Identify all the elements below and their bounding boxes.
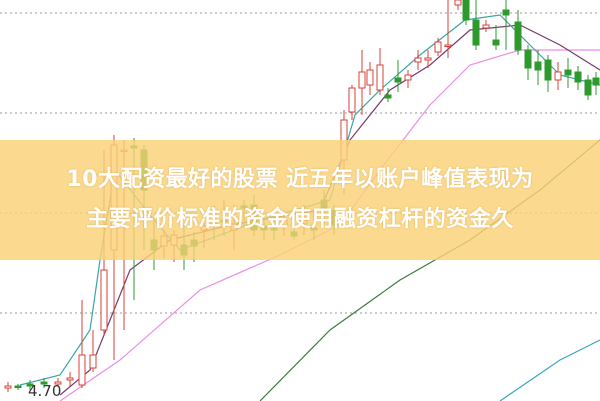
- headline-banner: 10大配资最好的股票 近五年以账户峰值表现为 主要评价标准的资金使用融资杠杆的资…: [0, 140, 600, 260]
- candle-body: [14, 385, 22, 388]
- candle-body: [502, 9, 510, 16]
- ma120-line: [499, 339, 600, 401]
- candle-body: [394, 77, 402, 83]
- candle-body: [584, 79, 592, 96]
- candle-body: [26, 383, 34, 387]
- candle-body: [89, 354, 97, 369]
- candle-body: [78, 354, 86, 386]
- candle-body: [424, 57, 432, 61]
- candle-body: [544, 59, 552, 81]
- candle-body: [554, 71, 562, 81]
- candle-body: [376, 64, 384, 91]
- candle-body: [4, 385, 12, 389]
- candle-body: [462, 0, 470, 21]
- candle-body: [564, 69, 572, 76]
- candle-body: [574, 71, 582, 83]
- candle-body: [54, 381, 62, 385]
- candle-body: [100, 269, 108, 331]
- candle-body: [66, 377, 74, 381]
- candle-body: [492, 39, 500, 46]
- candle-body: [524, 49, 532, 69]
- candle-body: [534, 61, 542, 71]
- candle-body: [482, 24, 490, 29]
- candle-body: [384, 94, 392, 99]
- candle-body: [40, 381, 48, 385]
- candle-body: [514, 21, 522, 51]
- headline-line-1: 10大配资最好的股票 近五年以账户峰值表现为: [66, 167, 534, 192]
- candle-body: [454, 0, 462, 6]
- candle-body: [434, 41, 442, 53]
- headline-line-2: 主要评价标准的资金使用融资杠杆的资金久: [86, 207, 514, 232]
- candle-body: [404, 74, 412, 81]
- candle-body: [358, 71, 366, 89]
- candle-body: [414, 57, 422, 63]
- candle-body: [348, 87, 356, 113]
- candle-body: [366, 69, 374, 86]
- candle-body: [472, 19, 480, 46]
- price-label: 4.70: [28, 382, 62, 400]
- candle-body: [444, 44, 452, 47]
- candle-body: [592, 77, 600, 86]
